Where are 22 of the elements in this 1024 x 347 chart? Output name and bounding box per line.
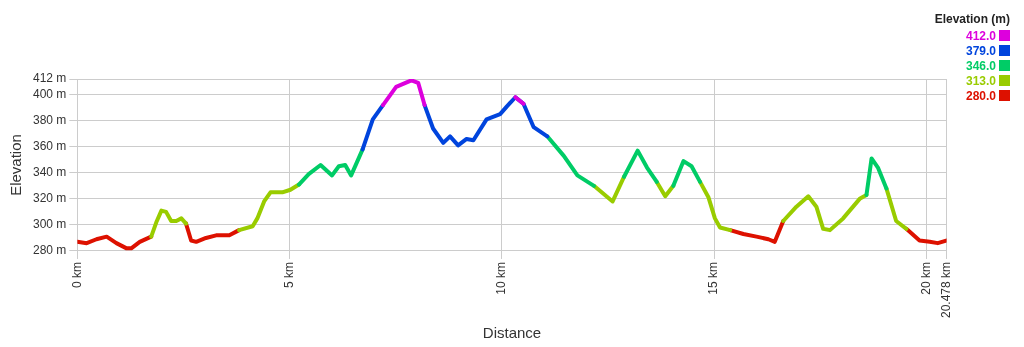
x-tick-label: 10 km	[494, 261, 509, 295]
y-tick-label: 320 m	[32, 191, 67, 206]
x-tick-label: 0 km	[69, 261, 84, 288]
legend-label: 280.0	[965, 88, 996, 103]
y-tick-label: 340 m	[32, 165, 67, 180]
y-tick-label: 400 m	[32, 86, 67, 101]
legend-label: 412.0	[965, 28, 996, 43]
y-tick-label: 412 m	[32, 71, 67, 86]
y-tick-label: 380 m	[32, 113, 67, 127]
x-tick-label: 15 km	[706, 261, 721, 295]
legend-label: 346.0	[965, 58, 996, 73]
y-axis-title: Elevation	[7, 134, 25, 196]
x-tick-label: 20.478 km	[938, 261, 953, 319]
legend-title: Elevation (m)	[934, 12, 1010, 26]
y-tick-label: 300 m	[32, 217, 67, 232]
legend-label: 379.0	[965, 43, 996, 58]
y-tick-label: 280 m	[32, 243, 67, 258]
x-axis-title: Distance	[482, 324, 542, 342]
x-tick-label: 20 km	[918, 261, 933, 295]
legend-label: 313.0	[965, 73, 996, 88]
y-tick-label: 360 m	[32, 139, 67, 154]
x-tick-label: 5 km	[281, 261, 296, 288]
